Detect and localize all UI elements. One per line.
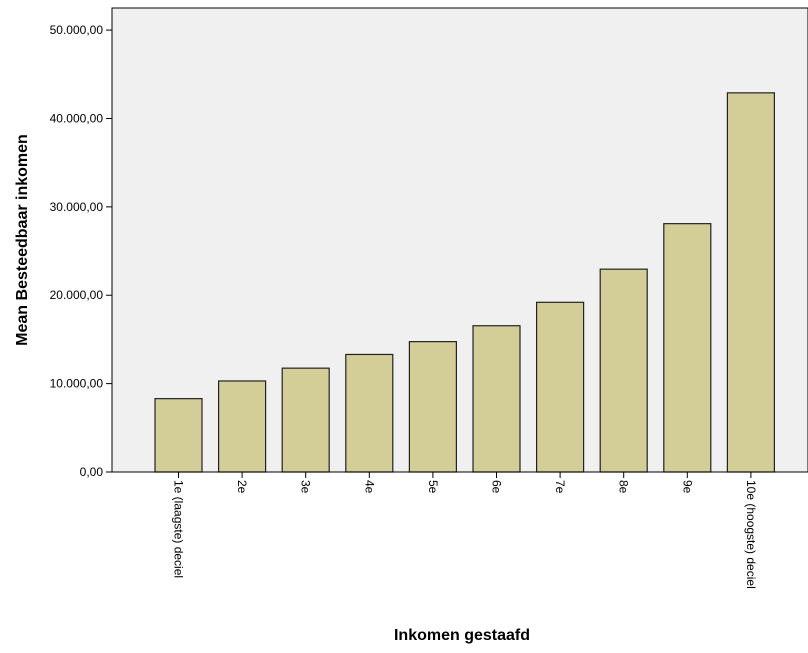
bar	[663, 223, 712, 473]
x-tick-label: 8e	[617, 480, 631, 494]
bar	[472, 325, 521, 473]
x-tick-label: 3e	[299, 480, 313, 494]
x-axis-title: Inkomen gestaafd	[394, 627, 530, 644]
x-tick-label: 9e	[680, 480, 694, 494]
y-tick-label: 10.000,00	[50, 377, 104, 391]
bar	[726, 92, 776, 473]
y-axis-ticks: 0,00 10.000,00 20.000,00 30.000,00 40.000,00…	[50, 23, 112, 479]
y-tick-label: 0,00	[80, 465, 104, 479]
x-tick-label: 7e	[553, 480, 567, 494]
bar	[281, 367, 330, 473]
x-axis-ticks: 1e (laagste) deciel 2e 3e 4e 5e 6e 7e 8e 9e 10e (…	[172, 472, 758, 589]
bar	[408, 341, 457, 473]
x-tick-label: 2e	[235, 480, 249, 494]
x-tick-label: 6e	[490, 480, 504, 494]
bar	[154, 398, 203, 473]
bar	[599, 268, 648, 473]
y-axis-title: Mean Besteedbaar inkomen	[14, 134, 31, 346]
x-tick-label: 1e (laagste) deciel	[172, 480, 186, 578]
bar	[218, 380, 267, 473]
x-tick-label: 5e	[426, 480, 440, 494]
bar	[535, 301, 585, 473]
y-tick-label: 30.000,00	[50, 200, 104, 214]
x-tick-label: 4e	[362, 480, 376, 494]
x-tick-label: 10e (hoogste) deciel	[744, 480, 758, 589]
y-tick-label: 50.000,00	[50, 23, 104, 37]
bar	[345, 353, 394, 473]
y-tick-label: 20.000,00	[50, 288, 104, 302]
y-tick-label: 40.000,00	[50, 111, 104, 125]
